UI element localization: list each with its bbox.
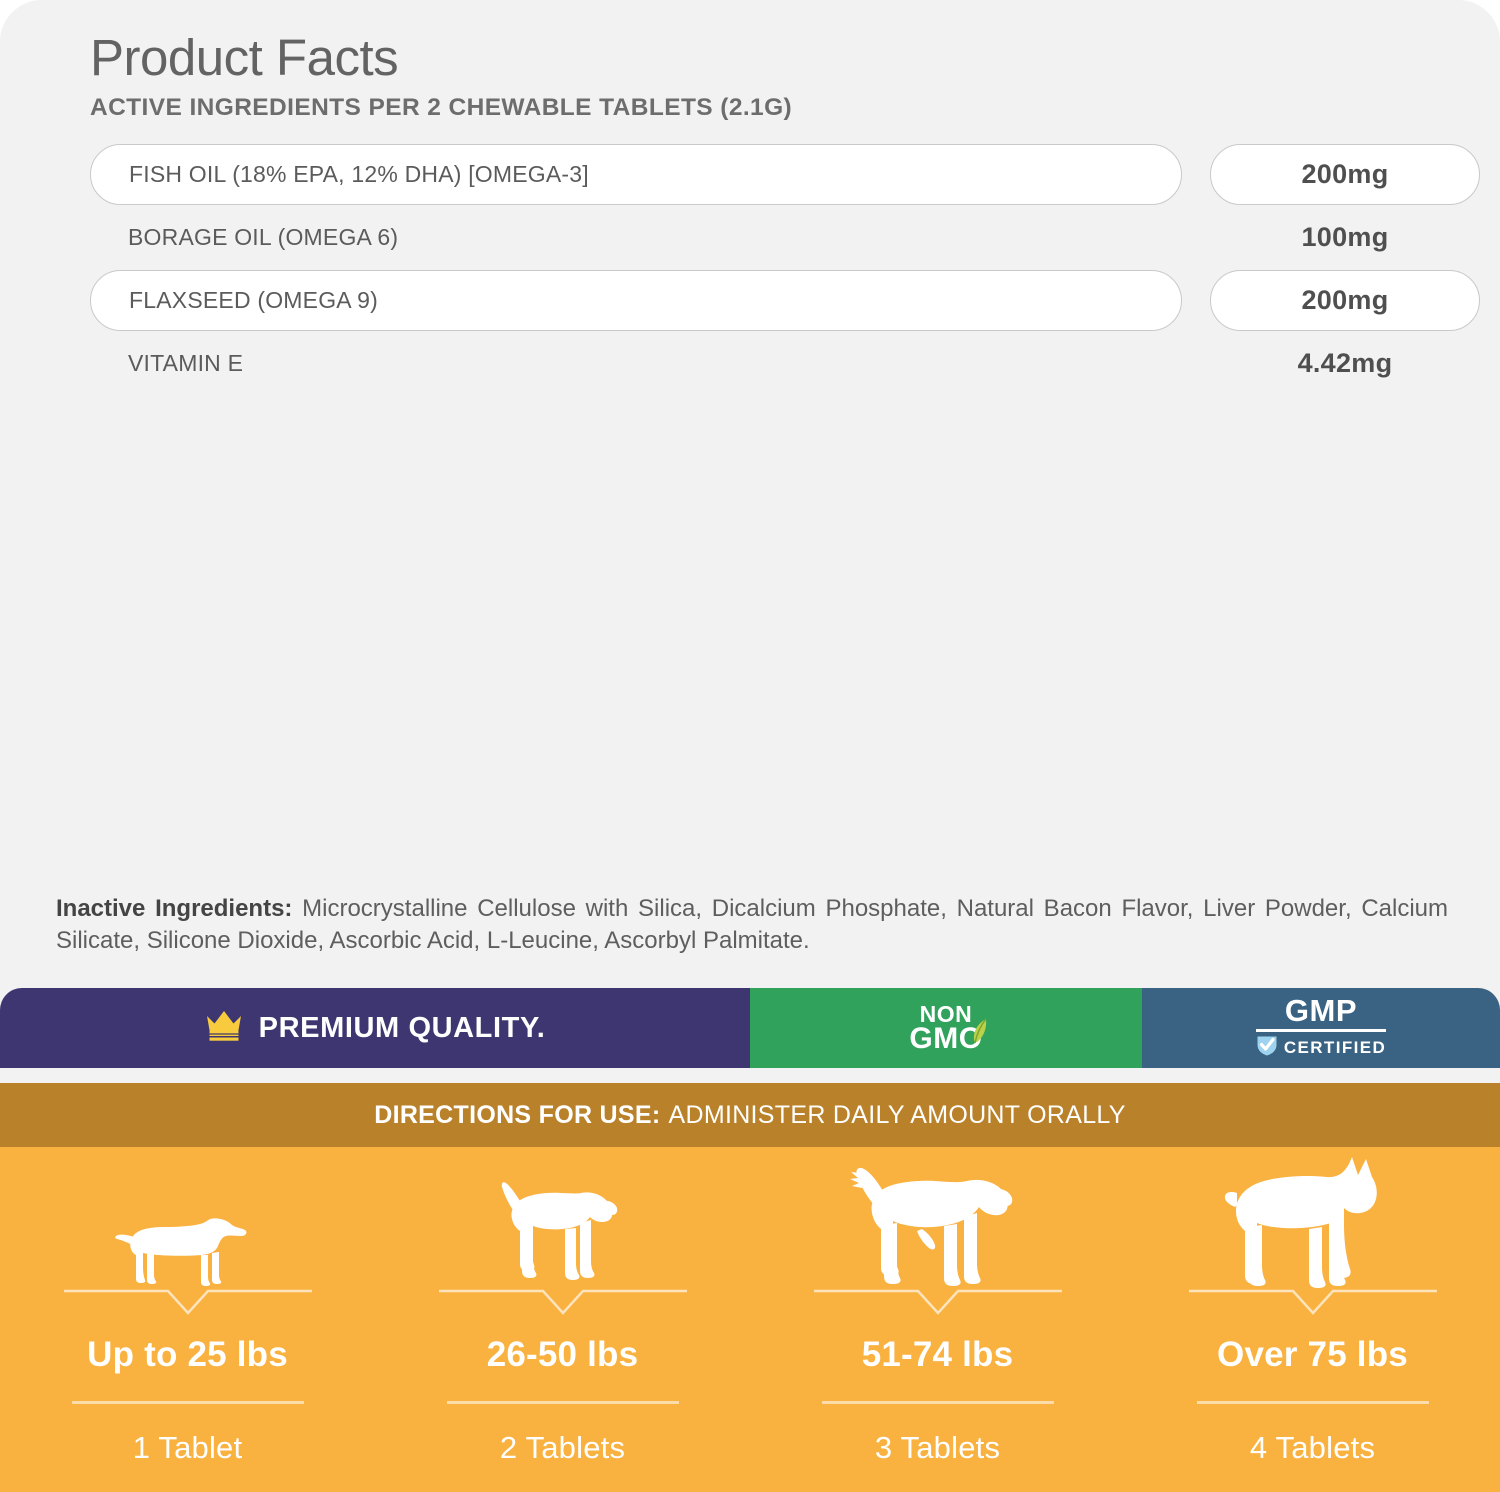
- dosage-column: Over 75 lbs 4 Tablets: [1125, 1147, 1500, 1492]
- column-divider: [375, 1289, 750, 1323]
- ingredient-name: FISH OIL (18% EPA, 12% DHA) [OMEGA-3]: [90, 144, 1182, 206]
- active-ingredients-table: FISH OIL (18% EPA, 12% DHA) [OMEGA-3] 20…: [90, 144, 1480, 394]
- column-divider: [1125, 1289, 1500, 1323]
- directions-label: DIRECTIONS FOR USE:: [374, 1100, 661, 1129]
- crown-icon: [205, 1009, 243, 1047]
- trust-badge-bar: PREMIUM QUALITY. NON GMO GMP: [0, 988, 1500, 1068]
- page-title: Product Facts: [90, 29, 399, 86]
- ingredient-amount: 4.42mg: [1297, 348, 1393, 379]
- dosage-rule: [71, 1401, 304, 1404]
- dosage-weight: 26-50 lbs: [486, 1335, 639, 1374]
- dosage-rule: [821, 1401, 1054, 1404]
- table-row: FLAXSEED (OMEGA 9) 200mg: [90, 270, 1480, 332]
- product-facts-panel: Product Facts ACTIVE INGREDIENTS PER 2 C…: [90, 29, 1480, 394]
- dosage-tablets: 3 Tablets: [874, 1430, 1001, 1465]
- dosage-tablets: 4 Tablets: [1249, 1430, 1376, 1465]
- dosage-tablets: 2 Tablets: [499, 1430, 626, 1465]
- column-divider: [0, 1289, 375, 1323]
- inactive-ingredients-text: Microcrystalline Cellulose with Silica, …: [56, 895, 1449, 955]
- inactive-ingredients: Inactive Ingredients: Microcrystalline C…: [56, 893, 1448, 958]
- dog-dachshund-icon: [0, 1147, 375, 1289]
- badge-premium-label: PREMIUM QUALITY.: [258, 1011, 546, 1044]
- badge-nongmo-line2: GMO: [909, 1021, 983, 1055]
- badge-gmp-divider: [1255, 1029, 1387, 1032]
- dosage-weight: Up to 25 lbs: [87, 1335, 288, 1374]
- dosage-rule: [446, 1401, 679, 1404]
- serving-subtitle: ACTIVE INGREDIENTS PER 2 CHEWABLE TABLET…: [90, 94, 793, 122]
- dosage-tablets: 1 Tablet: [132, 1430, 243, 1465]
- inactive-ingredients-label: Inactive Ingredients:: [56, 895, 293, 922]
- dog-boxer-icon: [1125, 1147, 1500, 1289]
- badge-gmp-certified: GMP CERTIFIED: [1142, 988, 1500, 1068]
- ingredient-amount: 200mg: [1210, 144, 1480, 206]
- dog-retriever-icon: [750, 1147, 1125, 1289]
- badge-nongmo-line1: NON: [919, 1000, 973, 1027]
- dog-terrier-icon: [375, 1147, 750, 1289]
- directions-text: ADMINISTER DAILY AMOUNT ORALLY: [668, 1100, 1126, 1129]
- badge-premium-quality: PREMIUM QUALITY.: [0, 988, 750, 1068]
- ingredient-amount: 100mg: [1301, 222, 1389, 253]
- shield-check-icon: [1256, 1035, 1278, 1061]
- dosage-column: Up to 25 lbs 1 Tablet: [0, 1147, 375, 1492]
- dosage-column: 26-50 lbs 2 Tablets: [375, 1147, 750, 1492]
- directions-for-use-bar: DIRECTIONS FOR USE: ADMINISTER DAILY AMO…: [0, 1083, 1500, 1147]
- table-row: VITAMIN E 4.42mg: [90, 333, 1442, 394]
- dosage-chart: Up to 25 lbs 1 Tablet: [0, 1147, 1500, 1492]
- leaf-icon: [968, 1018, 988, 1049]
- dosage-weight: 51-74 lbs: [861, 1335, 1014, 1374]
- ingredient-amount: 200mg: [1210, 270, 1480, 332]
- dosage-column: 51-74 lbs 3 Tablets: [750, 1147, 1125, 1492]
- ingredient-name: FLAXSEED (OMEGA 9): [90, 270, 1182, 332]
- dosage-weight: Over 75 lbs: [1217, 1335, 1408, 1374]
- ingredient-name: VITAMIN E: [128, 350, 244, 377]
- column-divider: [750, 1289, 1125, 1323]
- badge-non-gmo: NON GMO: [750, 988, 1142, 1068]
- badge-gmp-label: GMP: [1284, 993, 1358, 1029]
- table-row: BORAGE OIL (OMEGA 6) 100mg: [90, 207, 1442, 268]
- dosage-rule: [1196, 1401, 1429, 1404]
- ingredient-name: BORAGE OIL (OMEGA 6): [128, 224, 399, 251]
- table-row: FISH OIL (18% EPA, 12% DHA) [OMEGA-3] 20…: [90, 144, 1480, 206]
- badge-gmp-certified-label: CERTIFIED: [1283, 1038, 1387, 1058]
